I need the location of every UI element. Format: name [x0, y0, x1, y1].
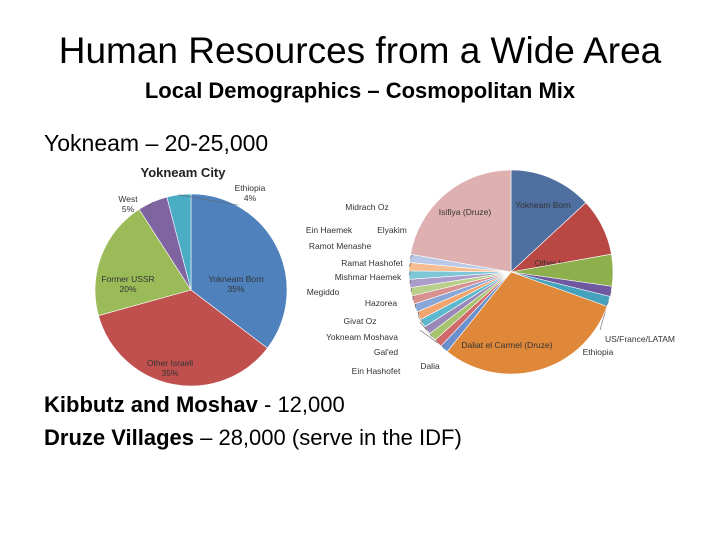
pie-label-ethiopia: Ethiopia 4%: [235, 183, 266, 203]
pie-label-hazorea: Hazorea: [365, 298, 397, 308]
pie-label-elyakim: Elyakim: [377, 225, 407, 235]
pie-label-yokneam-moshava: Yokneam Moshava: [326, 332, 398, 342]
pie-label-mishmar-haemek: Mishmar Haemek: [335, 272, 402, 282]
pie-label-former-ussr: Former USSR 20%: [101, 274, 154, 294]
pie-label-givat-oz: Givat Oz: [343, 316, 376, 326]
leader-line-ein-hashofet: [419, 329, 439, 344]
slide-title: Human Resources from a Wide Area: [58, 30, 662, 71]
pie-slice-isifiya-druze: [410, 169, 512, 273]
pie-label-yokneam-born: Yokneam Born: [515, 200, 571, 210]
yokneam-name: Yokneam: [44, 130, 140, 156]
leader-line-west: [144, 201, 153, 215]
pie-slice-daliat-el-carmel-druze: [446, 271, 608, 375]
pie-label-yokneam-born: Yokneam Born 35%: [208, 274, 264, 294]
pie-label-us-france-latam: US/France/LATAM: [605, 334, 675, 344]
pie-label-ramat-hashofet: Ramat Hashofet: [341, 258, 403, 268]
druze-name: Druze Villages: [44, 425, 194, 450]
pie-label-other-israeli: Other Israeli 35%: [147, 358, 193, 378]
pie-label-gal-ed: Gal'ed: [374, 347, 399, 357]
pie-slice-former-ussr: [94, 208, 192, 316]
pie-slice-yokneam-born: [190, 193, 288, 349]
pie-chart-1: Yokneam Born 35% Other Israeli 35% Former US…: [94, 183, 288, 387]
pie-chart-2: Yokneam BornOther Israeli BornFormer USS…: [306, 169, 675, 376]
leader-line-gal-ed: [419, 321, 433, 338]
pie-slice-yokneam-born: [510, 169, 587, 273]
pie-label-daliat-el-carmel-druze: Daliat el Carmel (Druze): [461, 340, 552, 350]
pie-label-ein-hashofet: Ein Hashofet: [352, 366, 401, 376]
pie-label-west: West 5%: [118, 194, 138, 214]
slide-subtitle: Local Demographics – Cosmopolitan Mix: [144, 78, 576, 103]
kibbutz-value: - 12,000: [257, 392, 345, 417]
pie-title-1: Yokneam City: [140, 165, 226, 180]
pie-label-dalia: Dalia: [420, 361, 440, 371]
pie-label-midrach-oz: Midrach Oz: [345, 202, 388, 212]
pie-label-isifiya-druze: Isifiya (Druze): [439, 207, 492, 217]
druze-value: – 28,000 (serve in the IDF): [194, 425, 462, 450]
pie-slice-other-israeli: [98, 289, 268, 387]
pie-label-ethiopia: Ethiopia: [583, 347, 614, 357]
yokneam-value: – 20-25,000: [139, 130, 269, 156]
pie-label-ein-haemek: Ein Haemek: [306, 225, 353, 235]
leader-line-ethiopia: [178, 194, 239, 206]
pie-label-ramot-menashe: Ramot Menashe: [309, 241, 372, 251]
pie-label-megiddo: Megiddo: [307, 287, 340, 297]
kibbutz-name: Kibbutz and Moshav: [44, 392, 258, 417]
kibbutz-line: Kibbutz and Moshav - 12,000: [44, 392, 345, 418]
yokneam-line: Yokneam – 20-25,000: [44, 130, 268, 157]
druze-line: Druze Villages – 28,000 (serve in the ID…: [44, 425, 462, 451]
